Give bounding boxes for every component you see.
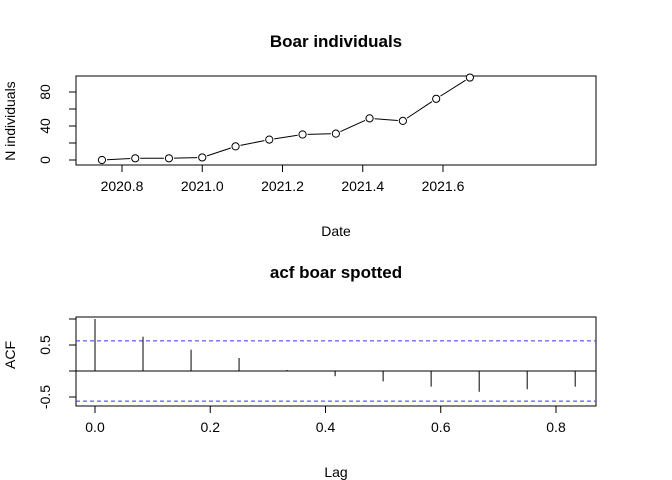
plot1-line-segment <box>240 140 265 146</box>
plot2-y-tick-label: -0.5 <box>37 385 53 409</box>
plot1-data-point <box>231 142 240 151</box>
plot1-line-segment <box>374 118 398 122</box>
plot1-xlabel: Date <box>321 223 351 239</box>
plot1-x-tick-label: 2021.2 <box>261 178 304 194</box>
plot1-line-segment <box>106 158 131 161</box>
plot1-y-tick-label: 0 <box>37 156 53 164</box>
plot1-line-segment <box>274 134 298 140</box>
plot1-data-point <box>164 154 174 163</box>
plot2-title: acf boar spotted <box>270 263 402 282</box>
plot2-xlabel: Lag <box>324 464 347 480</box>
plot1-x-tick-label: 2021.4 <box>341 178 384 194</box>
plot1-line-segment <box>206 147 231 157</box>
plot1-series <box>97 73 474 165</box>
plot1-frame <box>75 75 597 166</box>
plot2-x-tick-label: 0.6 <box>431 419 451 435</box>
plot2-axes: 0.0 0.2 0.4 0.6 0.8 -0.5 0.5 <box>37 318 566 435</box>
plot1-data-point <box>131 154 140 163</box>
plot1-line-segment <box>307 133 331 135</box>
plot1-y-tick-label: 40 <box>37 118 53 134</box>
plot1-ylabel: N individuals <box>2 81 18 160</box>
plot2-x-tick-label: 0.4 <box>316 419 336 435</box>
plot1-data-point <box>398 116 407 126</box>
plot1-line-segment <box>173 157 198 159</box>
plot1-line-segment <box>406 101 433 119</box>
plot1-data-point <box>432 94 441 103</box>
plot2-x-tick-label: 0.0 <box>85 419 105 435</box>
plot2-x-tick-label: 0.8 <box>546 419 566 435</box>
plot1-x-tick-label: 2020.8 <box>101 178 144 194</box>
plot2-y-tick-label: 0.5 <box>37 335 53 355</box>
plot1-data-point <box>331 129 340 138</box>
plot1-data-point <box>465 73 474 82</box>
plot1-line-segment <box>440 79 466 97</box>
plot2-ylabel: ACF <box>2 341 18 369</box>
plot1-data-point <box>298 130 307 139</box>
plot1-axes: 2020.8 2021.0 2021.2 2021.4 2021.6 0 40 80 <box>37 84 465 194</box>
plot1-title: Boar individuals <box>270 32 402 51</box>
plot1-data-point <box>265 135 274 144</box>
plot2-series <box>76 319 596 402</box>
plot1-data-point <box>198 153 207 162</box>
plot2-frame <box>75 316 597 407</box>
plot1-data-point <box>365 114 374 123</box>
plot1-line-segment <box>340 119 366 133</box>
plot1-x-tick-label: 2021.6 <box>422 178 465 194</box>
plot1-x-tick-label: 2021.0 <box>181 178 224 194</box>
plot2-x-tick-label: 0.2 <box>201 419 221 435</box>
plot1-y-tick-label: 80 <box>37 84 53 100</box>
plot1-data-point <box>97 155 107 165</box>
